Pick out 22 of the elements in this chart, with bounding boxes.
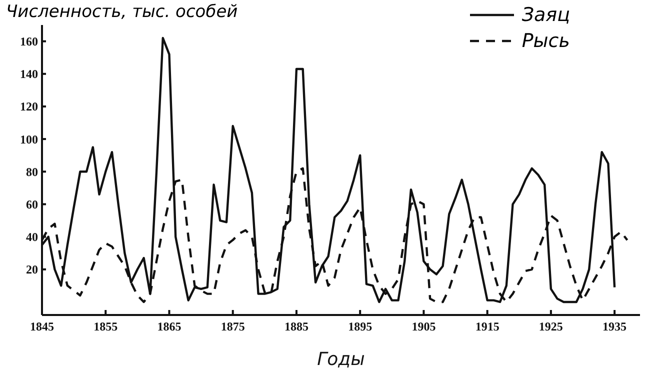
y-tick-label: 80 [26, 164, 38, 179]
y-tick-label: 60 [26, 197, 38, 212]
y-tick-label: 100 [20, 132, 38, 146]
x-tick-label: 1885 [284, 320, 308, 334]
x-axis-title: Годы [317, 349, 365, 369]
x-tick-label: 1865 [157, 320, 182, 334]
y-tick-label: 120 [20, 100, 38, 114]
x-tick-label: 1875 [220, 320, 245, 334]
y-tick-label: 20 [26, 262, 38, 277]
y-tick-label: 160 [20, 34, 38, 49]
x-tick-label: 1915 [475, 320, 500, 334]
x-tick-label: 1845 [30, 320, 54, 334]
x-tick-label: 1935 [602, 320, 627, 334]
legend-label: Рысь [522, 30, 570, 52]
x-tick-label: 1905 [412, 320, 436, 334]
x-tick-label: 1895 [348, 320, 372, 334]
legend-label: Заяц [522, 4, 570, 26]
x-tick-label: 1925 [538, 320, 563, 334]
x-tick-label: 1855 [94, 320, 118, 334]
y-tick-label: 140 [20, 67, 38, 82]
y-axis-title: Численность, тыс. особей [6, 2, 238, 22]
y-tick-label: 40 [26, 230, 38, 244]
